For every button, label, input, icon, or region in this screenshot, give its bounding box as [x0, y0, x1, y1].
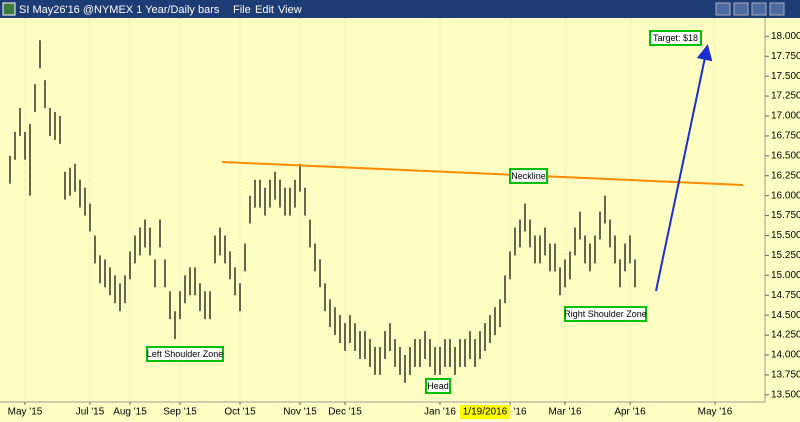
- title-bar: [0, 0, 800, 18]
- x-tick-label: Jul '15: [76, 407, 105, 418]
- y-tick-label: 13.750: [771, 370, 800, 381]
- x-highlight-label: 1/19/2016: [463, 407, 508, 418]
- annotation-text: Target: $18: [653, 33, 698, 43]
- window-title: SI May26'16 @NYMEX 1 Year/Daily bars: [19, 4, 220, 16]
- annotation: Right Shoulder Zone: [564, 306, 647, 322]
- annotation-text: Neckline: [511, 171, 546, 181]
- annotation: Head: [425, 378, 451, 394]
- x-tick-label: Oct '15: [224, 407, 256, 418]
- x-tick-label: Mar '16: [548, 407, 581, 418]
- annotation-text: Head: [427, 381, 449, 391]
- y-tick-label: 16.250: [771, 170, 800, 181]
- y-tick-label: 17.500: [771, 71, 800, 82]
- annotation-text: Left Shoulder Zone: [147, 349, 224, 359]
- y-tick-label: 15.250: [771, 250, 800, 261]
- x-tick-label: Dec '15: [328, 407, 362, 418]
- x-highlight-bg: [460, 405, 510, 419]
- y-tick-label: 15.500: [771, 230, 800, 241]
- x-tick-label: Jan '16: [424, 407, 456, 418]
- y-tick-label: 15.750: [771, 210, 800, 221]
- window-button[interactable]: [769, 2, 785, 16]
- y-tick-label: 15.000: [771, 270, 800, 281]
- annotation-text: Right Shoulder Zone: [564, 309, 647, 319]
- y-tick-label: 16.500: [771, 150, 800, 161]
- y-tick-label: 16.750: [771, 131, 800, 142]
- window-button[interactable]: [715, 2, 731, 16]
- window-button[interactable]: [733, 2, 749, 16]
- annotation-box: [146, 346, 224, 362]
- target-arrow: [655, 44, 713, 292]
- x-tick-label: May '16: [698, 407, 733, 418]
- x-tick-label: May '15: [8, 407, 43, 418]
- annotation-box: [649, 30, 702, 46]
- annotation: Neckline: [509, 168, 548, 184]
- y-tick-label: 16.000: [771, 190, 800, 201]
- y-tick-label: 18.000: [771, 31, 800, 42]
- window-button[interactable]: [751, 2, 767, 16]
- menu-item[interactable]: View: [278, 4, 302, 16]
- y-tick-label: 17.750: [771, 51, 800, 62]
- x-tick-label: Feb '16: [493, 407, 526, 418]
- y-tick-label: 14.750: [771, 290, 800, 301]
- menu-item[interactable]: Edit: [255, 4, 274, 16]
- y-tick-label: 14.250: [771, 330, 800, 341]
- app-icon[interactable]: [2, 2, 16, 16]
- annotation-box: [564, 306, 647, 322]
- x-tick-label: Sep '15: [163, 407, 197, 418]
- y-tick-label: 17.250: [771, 91, 800, 102]
- annotation: Target: $18: [649, 30, 702, 46]
- y-tick-label: 14.500: [771, 310, 800, 321]
- x-tick-label: Nov '15: [283, 407, 317, 418]
- x-tick-label: Apr '16: [614, 407, 646, 418]
- x-tick-label: Aug '15: [113, 407, 147, 418]
- annotation: Left Shoulder Zone: [146, 346, 224, 362]
- y-tick-label: 14.000: [771, 350, 800, 361]
- y-tick-label: 13.500: [771, 389, 800, 400]
- neckline: [221, 161, 744, 186]
- annotation-box: [425, 378, 451, 394]
- annotation-box: [509, 168, 548, 184]
- menu-item[interactable]: File: [233, 4, 251, 16]
- y-tick-label: 17.000: [771, 111, 800, 122]
